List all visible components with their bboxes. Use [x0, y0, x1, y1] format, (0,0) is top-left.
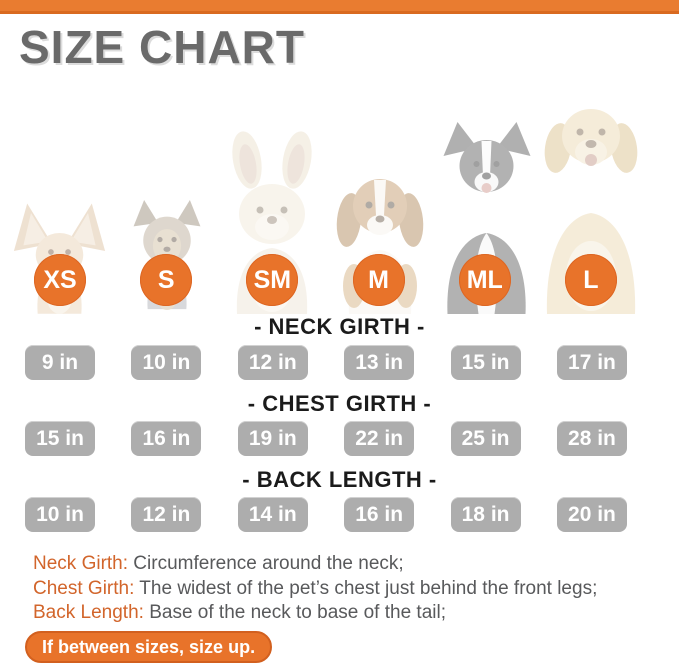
size-badge-ml: ML: [458, 254, 511, 306]
back-length-value-xs: 10 in: [25, 497, 95, 532]
note-back-length: Back Length: Base of the neck to base of…: [33, 601, 597, 626]
neck-girth-value-sm: 12 in: [237, 345, 308, 380]
back-length-value-l: 20 in: [556, 497, 627, 532]
chest-girth-value-sm: 19 in: [237, 421, 308, 456]
size-badge-xs: XS: [34, 254, 86, 306]
chest-girth-value-ml: 25 in: [450, 421, 521, 456]
back-length-value-sm: 14 in: [237, 497, 308, 532]
back-length-value-m: 16 in: [344, 497, 415, 532]
note-chest-girth-text: The widest of the pet’s chest just behin…: [134, 577, 598, 599]
neck-girth-value-s: 10 in: [131, 345, 202, 380]
neck-girth-heading: - NECK GIRTH -: [254, 314, 425, 339]
size-badge-s: S: [140, 254, 193, 306]
neck-girth-value-m: 13 in: [344, 345, 415, 380]
chest-girth-values-row: 15 in 16 in 19 in 22 in 25 in 28 in: [0, 421, 679, 456]
back-length-heading: - BACK LENGTH -: [242, 467, 437, 492]
page-title: SIZE CHART: [19, 21, 305, 73]
chest-girth-value-l: 28 in: [556, 421, 627, 456]
note-back-length-text: Base of the neck to base of the tail;: [143, 602, 447, 623]
top-accent-bar: [0, 0, 679, 14]
note-neck-girth: Neck Girth: Circumference around the nec…: [33, 552, 597, 577]
chest-girth-value-m: 22 in: [344, 421, 415, 456]
size-badge-sm: SM: [246, 254, 299, 306]
note-back-length-term: Back Length:: [33, 602, 144, 623]
size-label-row: XS S SM M ML L: [0, 254, 679, 306]
note-neck-girth-text: Circumference around the neck;: [128, 553, 404, 574]
back-length-value-s: 12 in: [131, 497, 202, 532]
neck-girth-value-ml: 15 in: [450, 345, 521, 380]
back-length-values-row: 10 in 12 in 14 in 16 in 18 in 20 in: [0, 497, 679, 532]
size-badge-l: L: [564, 254, 617, 306]
note-neck-girth-term: Neck Girth:: [33, 553, 129, 574]
neck-girth-values-row: 9 in 10 in 12 in 13 in 15 in 17 in: [0, 345, 679, 380]
neck-girth-value-xs: 9 in: [25, 345, 95, 380]
size-badge-m: M: [352, 254, 405, 306]
back-length-value-ml: 18 in: [450, 497, 521, 532]
note-chest-girth: Chest Girth: The widest of the pet’s che…: [33, 577, 597, 602]
chest-girth-value-xs: 15 in: [25, 421, 95, 456]
measurement-notes: Neck Girth: Circumference around the nec…: [33, 552, 597, 626]
neck-girth-value-l: 17 in: [556, 345, 627, 380]
chest-girth-value-s: 16 in: [131, 421, 202, 456]
size-up-badge: If between sizes, size up.: [25, 631, 273, 663]
chest-girth-heading: - CHEST GIRTH -: [247, 391, 432, 416]
note-chest-girth-term: Chest Girth:: [33, 577, 135, 599]
